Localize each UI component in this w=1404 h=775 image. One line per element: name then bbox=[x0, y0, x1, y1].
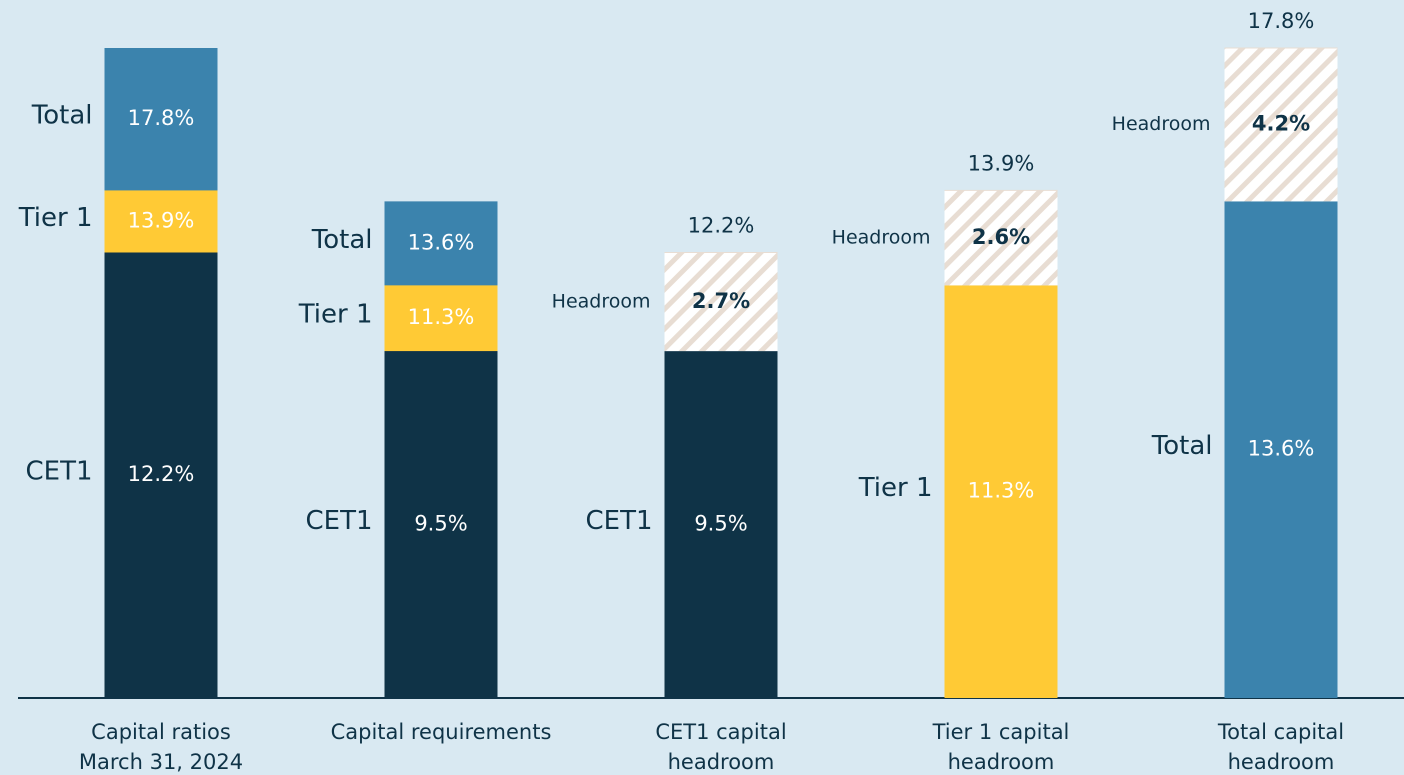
total-label: 13.9% bbox=[968, 151, 1035, 175]
total-label: 17.8% bbox=[1248, 9, 1315, 33]
x-tick-label: headroom bbox=[668, 750, 775, 774]
value-label: 4.2% bbox=[1252, 112, 1310, 136]
headroom-name: Headroom bbox=[552, 290, 651, 312]
bar-layer bbox=[664, 351, 778, 698]
x-tick-label: March 31, 2024 bbox=[79, 750, 243, 774]
layer-name: CET1 bbox=[305, 506, 372, 536]
x-tick-label: headroom bbox=[1228, 750, 1335, 774]
bar-layer bbox=[104, 252, 218, 698]
headroom-bar bbox=[1224, 48, 1338, 202]
value-label: 13.6% bbox=[408, 230, 475, 254]
value-label: 13.9% bbox=[128, 208, 195, 232]
total-label: 12.2% bbox=[688, 213, 755, 237]
x-tick-label: Total capital bbox=[1217, 720, 1344, 744]
bar-layer bbox=[1224, 201, 1338, 698]
headroom-bar bbox=[944, 190, 1058, 286]
x-tick-label: Capital ratios bbox=[91, 720, 231, 744]
layer-name: Total bbox=[31, 101, 93, 131]
layer-name: Tier 1 bbox=[858, 473, 933, 503]
bar-layer bbox=[944, 285, 1058, 698]
value-label: 13.6% bbox=[1248, 437, 1315, 461]
layer-name: CET1 bbox=[585, 506, 652, 536]
headroom-bar bbox=[664, 252, 778, 352]
bar-layer bbox=[384, 351, 498, 698]
value-label: 9.5% bbox=[694, 512, 747, 536]
layer-name: Tier 1 bbox=[298, 300, 373, 330]
headroom-name: Headroom bbox=[1112, 113, 1211, 135]
value-label: 12.2% bbox=[128, 462, 195, 486]
layer-name: CET1 bbox=[25, 457, 92, 487]
value-label: 2.7% bbox=[692, 289, 750, 313]
value-label: 11.3% bbox=[968, 479, 1035, 503]
layer-name: Total bbox=[1151, 431, 1213, 461]
x-tick-label: headroom bbox=[948, 750, 1055, 774]
value-label: 9.5% bbox=[414, 512, 467, 536]
value-label: 17.8% bbox=[128, 106, 195, 130]
layer-name: Total bbox=[311, 225, 373, 255]
x-tick-label: Capital requirements bbox=[331, 720, 552, 744]
headroom-name: Headroom bbox=[832, 226, 931, 248]
layer-name: Tier 1 bbox=[18, 203, 93, 233]
x-tick-label: Tier 1 capital bbox=[932, 720, 1070, 744]
value-label: 11.3% bbox=[408, 305, 475, 329]
x-tick-label: CET1 capital bbox=[655, 720, 786, 744]
value-label: 2.6% bbox=[972, 225, 1030, 249]
